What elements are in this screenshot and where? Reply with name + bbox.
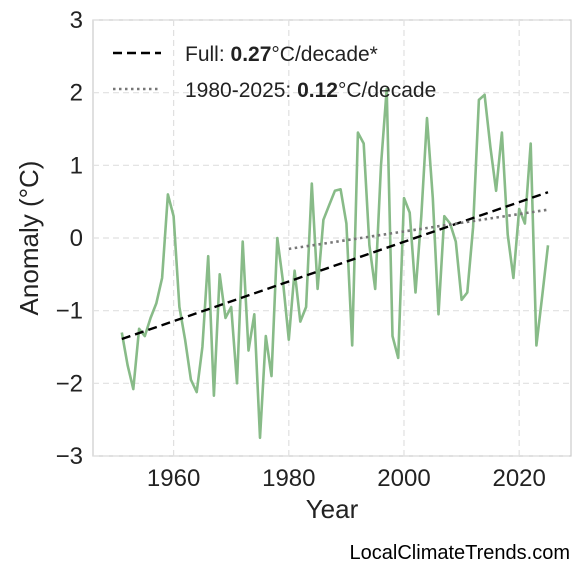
plot-area <box>92 19 572 457</box>
y-tick-label: −1 <box>56 298 83 325</box>
legend: Full: 0.27°C/decade*1980-2025: 0.12°C/de… <box>113 43 436 102</box>
y-tick-label: 3 <box>70 7 83 34</box>
watermark: LocalClimateTrends.com <box>350 542 570 564</box>
x-tick-label: 1980 <box>262 465 315 492</box>
legend-label-suffix: °C/decade* <box>271 43 377 66</box>
legend-label-prefix: 1980-2025: <box>185 79 297 102</box>
y-tick-label: −3 <box>56 443 83 470</box>
anomaly-line <box>120 87 550 440</box>
legend-label-prefix: Full: <box>185 43 231 66</box>
recent-trend-line <box>288 208 549 251</box>
x-tick-label: 2000 <box>377 465 430 492</box>
series-group <box>120 87 550 440</box>
x-tick-label: 1960 <box>147 465 200 492</box>
x-tick-label: 2020 <box>492 465 545 492</box>
legend-label: Full: 0.27°C/decade* <box>185 43 378 66</box>
y-axis-title: Anomaly (°C) <box>14 161 44 316</box>
x-axis-title: Year <box>306 494 359 524</box>
gridlines <box>93 19 571 457</box>
y-tick-labels: 3 2 1 0 −1 −2 −3 <box>56 7 83 470</box>
y-tick-label: −2 <box>56 370 83 397</box>
legend-trend-value: 0.27 <box>231 43 272 66</box>
x-tick-labels: 1960 1980 2000 2020 <box>147 465 546 492</box>
legend-trend-value: 0.12 <box>297 79 338 102</box>
legend-label-suffix: °C/decade <box>338 79 436 102</box>
full-trend-line <box>121 191 549 341</box>
legend-label: 1980-2025: 0.12°C/decade <box>185 79 436 102</box>
y-tick-label: 2 <box>70 80 83 107</box>
y-tick-label: 1 <box>70 152 83 179</box>
y-tick-label: 0 <box>70 225 83 252</box>
